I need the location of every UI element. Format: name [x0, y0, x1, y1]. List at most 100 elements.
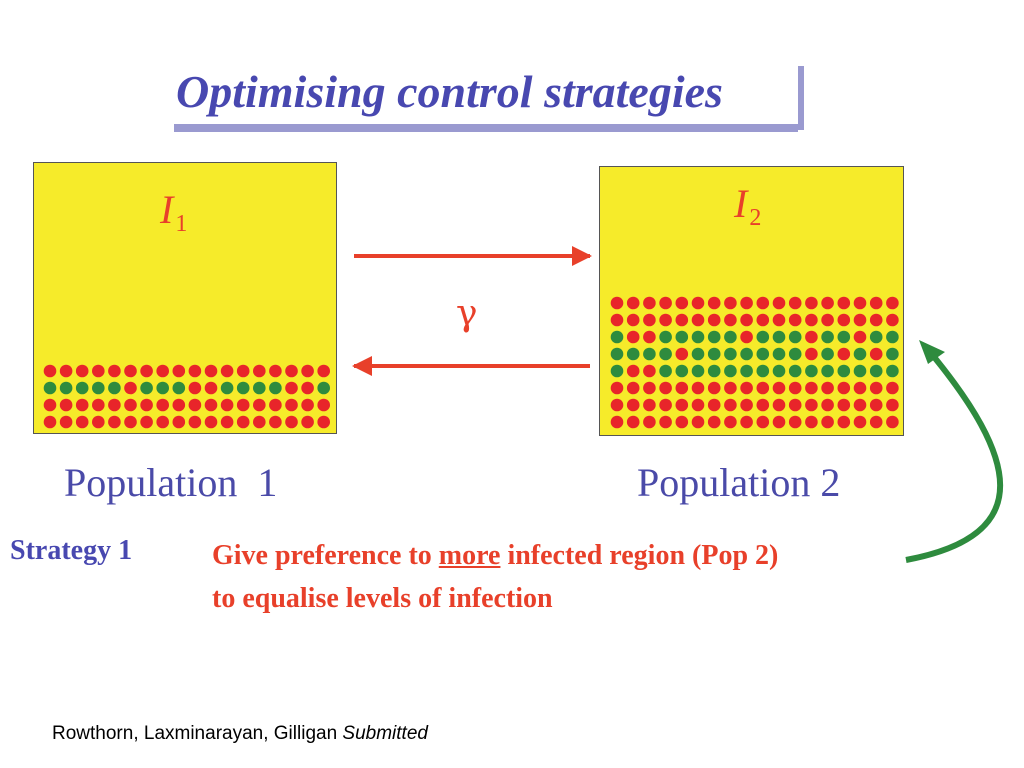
population-2-infected-dot: [756, 381, 770, 395]
population-2-infected-dot: [772, 313, 786, 327]
population-2-infected-dot: [772, 398, 786, 412]
population-1-infected-dot: [43, 415, 57, 429]
population-2-infected-dot: [869, 347, 883, 361]
population-2-treated-dot: [772, 364, 786, 378]
population-1-infected-dot: [204, 381, 218, 395]
population-2-infected-dot: [643, 364, 656, 378]
strategy-line-1-start: Give preference to: [212, 540, 439, 571]
population-2-treated-dot: [788, 364, 802, 378]
population-2-treated-dot: [886, 364, 899, 378]
population-2-infected-dot: [675, 381, 689, 395]
strategy-arrow-head: [919, 340, 945, 364]
population-2-infected-dot: [626, 381, 640, 395]
population-2-infected-dot: [837, 381, 851, 395]
population-1-infected-dot: [59, 398, 73, 412]
population-2-infected-dot: [724, 415, 737, 429]
population-2-treated-dot: [659, 364, 672, 378]
population-1-infected-dot: [92, 415, 105, 429]
strategy-emphasis: more: [438, 540, 501, 571]
population-2-infected-dot: [610, 296, 624, 310]
population-1-infected-dot: [204, 364, 218, 378]
population-2-infected-dot: [869, 381, 883, 395]
population-2-infected-dot: [643, 313, 656, 327]
population-1-treated-dot: [108, 381, 121, 395]
population-2-treated-dot: [837, 330, 851, 344]
title-underline: [174, 124, 798, 132]
population-2-infected-dot: [886, 398, 899, 412]
population-2-infected-dot: [788, 398, 802, 412]
population-2-infected-dot: [772, 296, 786, 310]
population-1-infected-dot: [108, 415, 121, 429]
population-2-infected-dot: [659, 398, 672, 412]
title-frame: Optimising control strategies: [176, 66, 804, 130]
population-1-treated-dot: [269, 381, 282, 395]
population-1-infected-dot: [59, 415, 73, 429]
population-2-infected-dot: [756, 415, 770, 429]
population-2-treated-dot: [740, 347, 753, 361]
population-2-treated-dot: [626, 347, 640, 361]
population-1-infected-dot: [285, 381, 298, 395]
population-2-treated-dot: [821, 364, 834, 378]
population-2-infected-dot: [869, 398, 883, 412]
population-1-infected-dot: [124, 381, 137, 395]
population-2-infected-dot: [707, 415, 721, 429]
population-1-treated-dot: [92, 381, 105, 395]
population-1-infected-dot: [317, 364, 331, 378]
population-1-infected-dot: [204, 415, 218, 429]
population-2-infected-dot: [707, 296, 721, 310]
strategy-line-2: to equalise levels of infection: [212, 583, 553, 614]
population-2-infected-dot: [853, 296, 867, 310]
slide-title: Optimising control strategies: [176, 66, 723, 117]
population-2-infected-dot: [659, 415, 672, 429]
population-1-treated-dot: [172, 381, 186, 395]
population-1-infected-dot: [59, 364, 73, 378]
population-2-infected-dot: [740, 313, 753, 327]
population-1-infected-dot: [43, 398, 57, 412]
population-1-infected-dot: [92, 398, 105, 412]
population-2-infected-dot: [659, 296, 672, 310]
population-2-treated-dot: [886, 347, 899, 361]
population-1-treated-dot: [156, 381, 169, 395]
population-1-infected-dot: [188, 398, 202, 412]
strategy-line-1-end: infected region (Pop 2): [500, 540, 779, 571]
population-2-infected-dot: [821, 415, 834, 429]
population-2-treated-dot: [772, 347, 786, 361]
population-2-treated-dot: [853, 347, 867, 361]
population-2-dots: [610, 296, 899, 429]
population-2-infected-dot: [756, 313, 770, 327]
population-1-infected-dot: [172, 364, 186, 378]
population-1-infected-dot: [285, 415, 298, 429]
population-2-treated-dot: [724, 364, 737, 378]
population-2-treated-dot: [691, 330, 705, 344]
population-2-infected-dot: [675, 398, 689, 412]
population-1-infected-dot: [220, 364, 234, 378]
population-1-variable: I1: [160, 190, 187, 244]
population-2-infected-dot: [837, 296, 851, 310]
population-1-infected-dot: [75, 364, 89, 378]
population-1-infected-dot: [172, 398, 186, 412]
population-2-infected-dot: [756, 398, 770, 412]
population-2-infected-dot: [805, 381, 818, 395]
population-2-infected-dot: [675, 347, 689, 361]
population-1-infected-dot: [252, 415, 266, 429]
population-1-treated-dot: [75, 381, 89, 395]
population-2-treated-dot: [869, 330, 883, 344]
population-1-infected-dot: [236, 364, 250, 378]
strategy-label: Strategy 1: [10, 535, 133, 566]
population-2-infected-dot: [853, 330, 867, 344]
population-1-infected-dot: [285, 364, 298, 378]
strategy-description: Give preference to more infected region …: [212, 534, 778, 620]
population-2-infected-dot: [756, 296, 770, 310]
population-1-infected-dot: [140, 364, 153, 378]
population-2-infected-dot: [788, 296, 802, 310]
population-1-treated-dot: [43, 381, 57, 395]
population-2-infected-dot: [740, 296, 753, 310]
population-2-infected-dot: [886, 415, 899, 429]
population-2-treated-dot: [707, 330, 721, 344]
population-1-infected-dot: [317, 415, 331, 429]
population-2-treated-dot: [643, 347, 656, 361]
population-2-infected-dot: [610, 398, 624, 412]
population-1-infected-dot: [236, 415, 250, 429]
population-1-infected-dot: [75, 415, 89, 429]
population-1-infected-dot: [252, 364, 266, 378]
